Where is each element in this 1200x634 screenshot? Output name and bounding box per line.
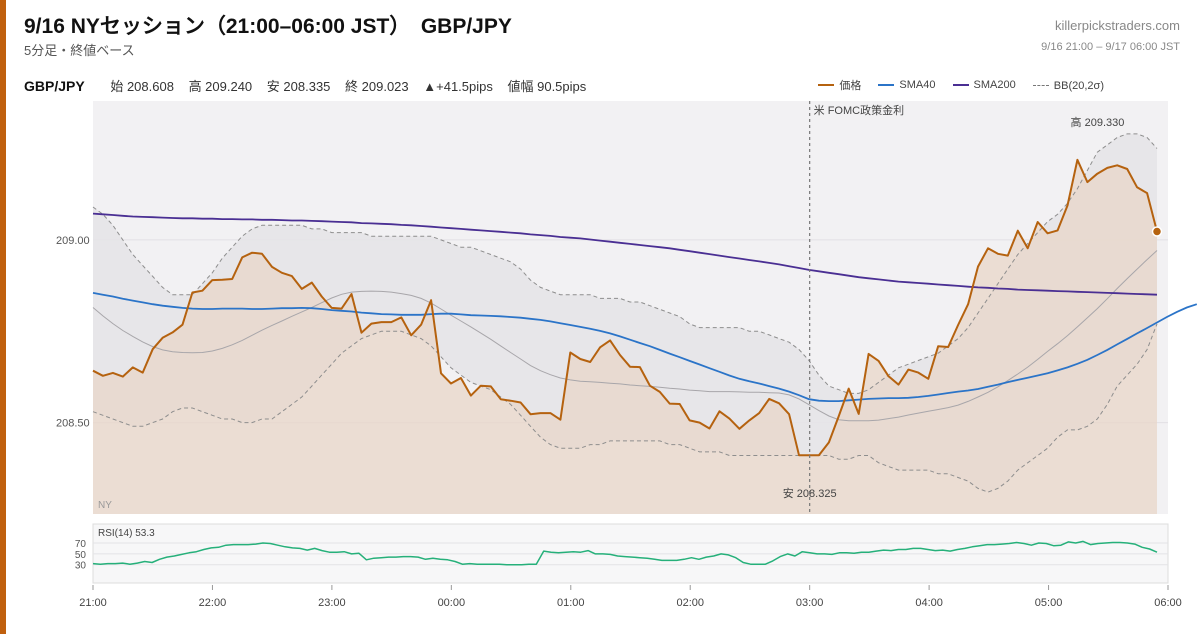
pair-label: GBP/JPY: [24, 78, 85, 94]
sma40-line: [92, 292, 1198, 402]
x-tick-label: 00:00: [438, 597, 466, 609]
x-tick-label: 05:00: [1035, 597, 1063, 609]
x-tick-label: 06:00: [1154, 597, 1182, 609]
bb-middle-line: [92, 250, 1158, 422]
accent-bar: [0, 0, 6, 634]
rsi-line: [92, 540, 1158, 566]
rsi-tick-label: 70: [75, 539, 87, 550]
sma200-line: [92, 212, 1158, 296]
date-range: 9/16 21:00 – 9/17 06:00 JST: [1041, 41, 1180, 53]
stat-high: 高 209.240: [188, 79, 253, 94]
chart-legend: 価格 SMA40 SMA200 BB(20,2σ): [804, 77, 1104, 93]
legend-swatch-price: [818, 84, 835, 86]
bb-lower-line: [92, 323, 1158, 493]
stat-width: 値幅 90.5pips: [507, 79, 587, 94]
x-tick-label: 03:00: [796, 597, 824, 609]
site-name: killerpickstraders.com: [1055, 18, 1180, 33]
legend-swatch-sma200: [952, 84, 969, 86]
legend-item-price: 価格: [818, 77, 861, 93]
page-subtitle: 5分足・終値ベース: [24, 43, 135, 58]
x-tick-label: 04:00: [915, 597, 943, 609]
x-tick-label: 21:00: [79, 597, 107, 609]
x-tick-label: 23:00: [318, 597, 346, 609]
stat-low: 安 208.335: [266, 79, 331, 94]
legend-item-sma40: SMA40: [878, 79, 935, 91]
x-tick-label: 02:00: [676, 597, 704, 609]
price-line: [92, 158, 1158, 457]
legend-label-bb: BB(20,2σ): [1053, 79, 1104, 92]
legend-item-sma200: SMA200: [952, 79, 1016, 91]
last-price-dot: [1151, 226, 1163, 237]
y-tick-label: 208.50: [56, 418, 90, 430]
stat-open: 始 208.608: [110, 79, 174, 94]
high-annotation: 高 209.330: [1071, 115, 1125, 129]
legend-swatch-bb: [1032, 85, 1049, 86]
legend-item-bb: BB(20,2σ): [1032, 79, 1104, 92]
legend-swatch-sma40: [878, 84, 895, 86]
legend-label-sma200: SMA200: [973, 79, 1016, 91]
x-tick-label: 01:00: [557, 597, 585, 609]
legend-label-price: 価格: [839, 80, 862, 92]
low-annotation: 安 208.325: [783, 486, 837, 500]
session-label: NY: [98, 500, 112, 511]
legend-label-sma40: SMA40: [899, 79, 936, 91]
price-area-fill: [93, 159, 1157, 515]
stats-row: GBP/JPY 始 208.608 高 209.240 安 208.335 終 …: [24, 76, 597, 95]
stat-close: 終 209.023: [345, 79, 409, 94]
rsi-label: RSI(14) 53.3: [98, 528, 155, 539]
event-label: 米 FOMC政策金利: [814, 103, 904, 117]
stat-change: ▲+41.5pips: [423, 79, 493, 94]
bb-upper-line: [92, 133, 1158, 394]
y-tick-label: 209.00: [56, 235, 90, 247]
rsi-tick-label: 50: [75, 550, 87, 561]
rsi-tick-label: 30: [75, 561, 87, 572]
x-tick-label: 22:00: [199, 597, 227, 609]
page-title: 9/16 NYセッション（21:00–06:00 JST） GBP/JPY: [24, 15, 512, 38]
